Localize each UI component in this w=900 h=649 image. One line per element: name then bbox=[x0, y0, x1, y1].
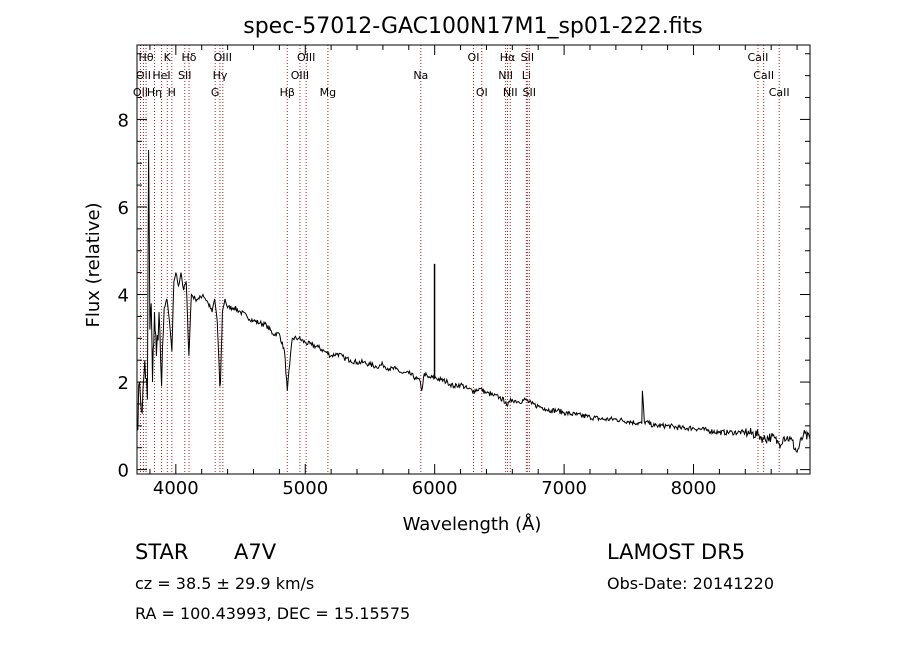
marker-label: HeI bbox=[152, 69, 170, 82]
marker-label: SII bbox=[523, 86, 536, 99]
y-axis-label: Flux (relative) bbox=[83, 202, 104, 327]
spectrum-line bbox=[136, 150, 811, 453]
marker-label: OIII bbox=[214, 51, 232, 64]
marker-label: K bbox=[164, 51, 172, 64]
marker-label: G bbox=[211, 86, 220, 99]
x-tick-label: 8000 bbox=[671, 478, 717, 499]
marker-label: Hδ bbox=[182, 51, 197, 64]
y-tick-label: 8 bbox=[118, 110, 129, 131]
marker-label: H bbox=[168, 86, 176, 99]
survey-name: LAMOST DR5 bbox=[607, 540, 746, 564]
object-type: STAR bbox=[135, 540, 189, 564]
y-tick-label: 0 bbox=[118, 461, 129, 482]
marker-label: OIII bbox=[291, 69, 309, 82]
marker-label: Hβ bbox=[280, 86, 295, 99]
x-tick-label: 4000 bbox=[153, 478, 199, 499]
marker-label: NII bbox=[503, 86, 518, 99]
y-tick-label: 2 bbox=[118, 373, 129, 394]
marker-label: Hα bbox=[500, 51, 516, 64]
chart-title: spec-57012-GAC100N17M1_sp01-222.fits bbox=[243, 14, 703, 39]
marker-label: Hθ bbox=[139, 51, 154, 64]
marker-label: OI bbox=[476, 86, 488, 99]
obs-date: Obs-Date: 20141220 bbox=[607, 574, 775, 593]
marker-label: NII bbox=[498, 69, 513, 82]
marker-label: OI bbox=[468, 51, 480, 64]
y-tick-label: 6 bbox=[118, 198, 129, 219]
marker-label: Li bbox=[522, 69, 531, 82]
marker-label: CaII bbox=[748, 51, 769, 64]
y-axis-ticks: 0 2 4 6 8 bbox=[118, 53, 810, 482]
x-axis-ticks: 4000 5000 6000 7000 8000 bbox=[149, 45, 798, 499]
x-tick-label: 5000 bbox=[282, 478, 328, 499]
plot-frame bbox=[136, 44, 811, 475]
y-tick-label: 4 bbox=[118, 286, 129, 307]
x-axis-label: Wavelength (Å) bbox=[403, 513, 542, 535]
x-tick-label: 7000 bbox=[541, 478, 587, 499]
x-tick-label: 6000 bbox=[412, 478, 458, 499]
marker-label: CaII bbox=[753, 69, 774, 82]
marker-label: OIII bbox=[297, 51, 315, 64]
marker-label: Na bbox=[413, 69, 428, 82]
marker-label: Mg bbox=[320, 86, 336, 99]
velocity-readout: cz = 38.5 ± 29.9 km/s bbox=[135, 574, 315, 593]
coordinates: RA = 100.43993, DEC = 15.15575 bbox=[135, 604, 411, 623]
marker-label: CaII bbox=[769, 86, 790, 99]
marker-label: Hγ bbox=[213, 69, 228, 82]
marker-label: OII bbox=[136, 69, 151, 82]
marker-label: SII bbox=[178, 69, 191, 82]
object-subclass: A7V bbox=[234, 540, 277, 564]
line-markers: OIIOIIHθHηHeIKHSIIHδGHγOIIIHβOIIIOIIIMgN… bbox=[133, 45, 790, 474]
marker-label: SII bbox=[521, 51, 534, 64]
marker-label: Hη bbox=[147, 86, 162, 99]
